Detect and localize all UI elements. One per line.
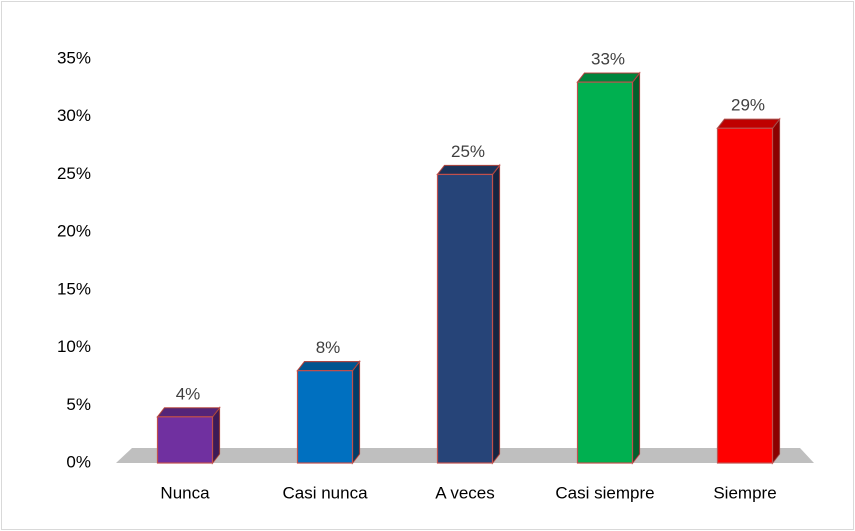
bar-side-shade xyxy=(352,361,360,463)
value-label: 25% xyxy=(451,142,485,161)
x-tick-label: Siempre xyxy=(713,483,776,502)
bar-top-shade xyxy=(297,361,360,371)
bar-top-shade xyxy=(717,119,780,129)
bar xyxy=(436,173,494,464)
bar-side-shade xyxy=(772,119,780,463)
x-tick-label: A veces xyxy=(435,483,495,502)
x-tick-label: Nunca xyxy=(160,483,210,502)
value-label: 29% xyxy=(731,96,765,115)
bar-side-shade xyxy=(632,73,640,463)
bar-top-shade xyxy=(437,165,500,175)
bar xyxy=(716,127,774,464)
bar-top-shade xyxy=(577,73,640,83)
y-tick-label: 10% xyxy=(57,337,91,356)
value-label: 33% xyxy=(591,50,625,69)
bar-side-shade xyxy=(492,165,500,463)
value-label: 4% xyxy=(176,384,201,403)
y-tick-label: 20% xyxy=(57,222,91,241)
x-tick-label: Casi nunca xyxy=(282,483,368,502)
y-tick-label: 35% xyxy=(57,48,91,67)
bar-side-shade xyxy=(212,407,220,463)
y-tick-label: 0% xyxy=(66,452,91,471)
y-tick-label: 30% xyxy=(57,106,91,125)
y-tick-label: 5% xyxy=(66,395,91,414)
y-tick-label: 25% xyxy=(57,164,91,183)
y-tick-label: 15% xyxy=(57,279,91,298)
bar xyxy=(156,416,214,464)
bar xyxy=(576,81,634,464)
value-label: 8% xyxy=(316,338,341,357)
bar xyxy=(296,370,354,464)
x-tick-label: Casi siempre xyxy=(555,483,654,502)
bar-top-shade xyxy=(157,407,220,417)
